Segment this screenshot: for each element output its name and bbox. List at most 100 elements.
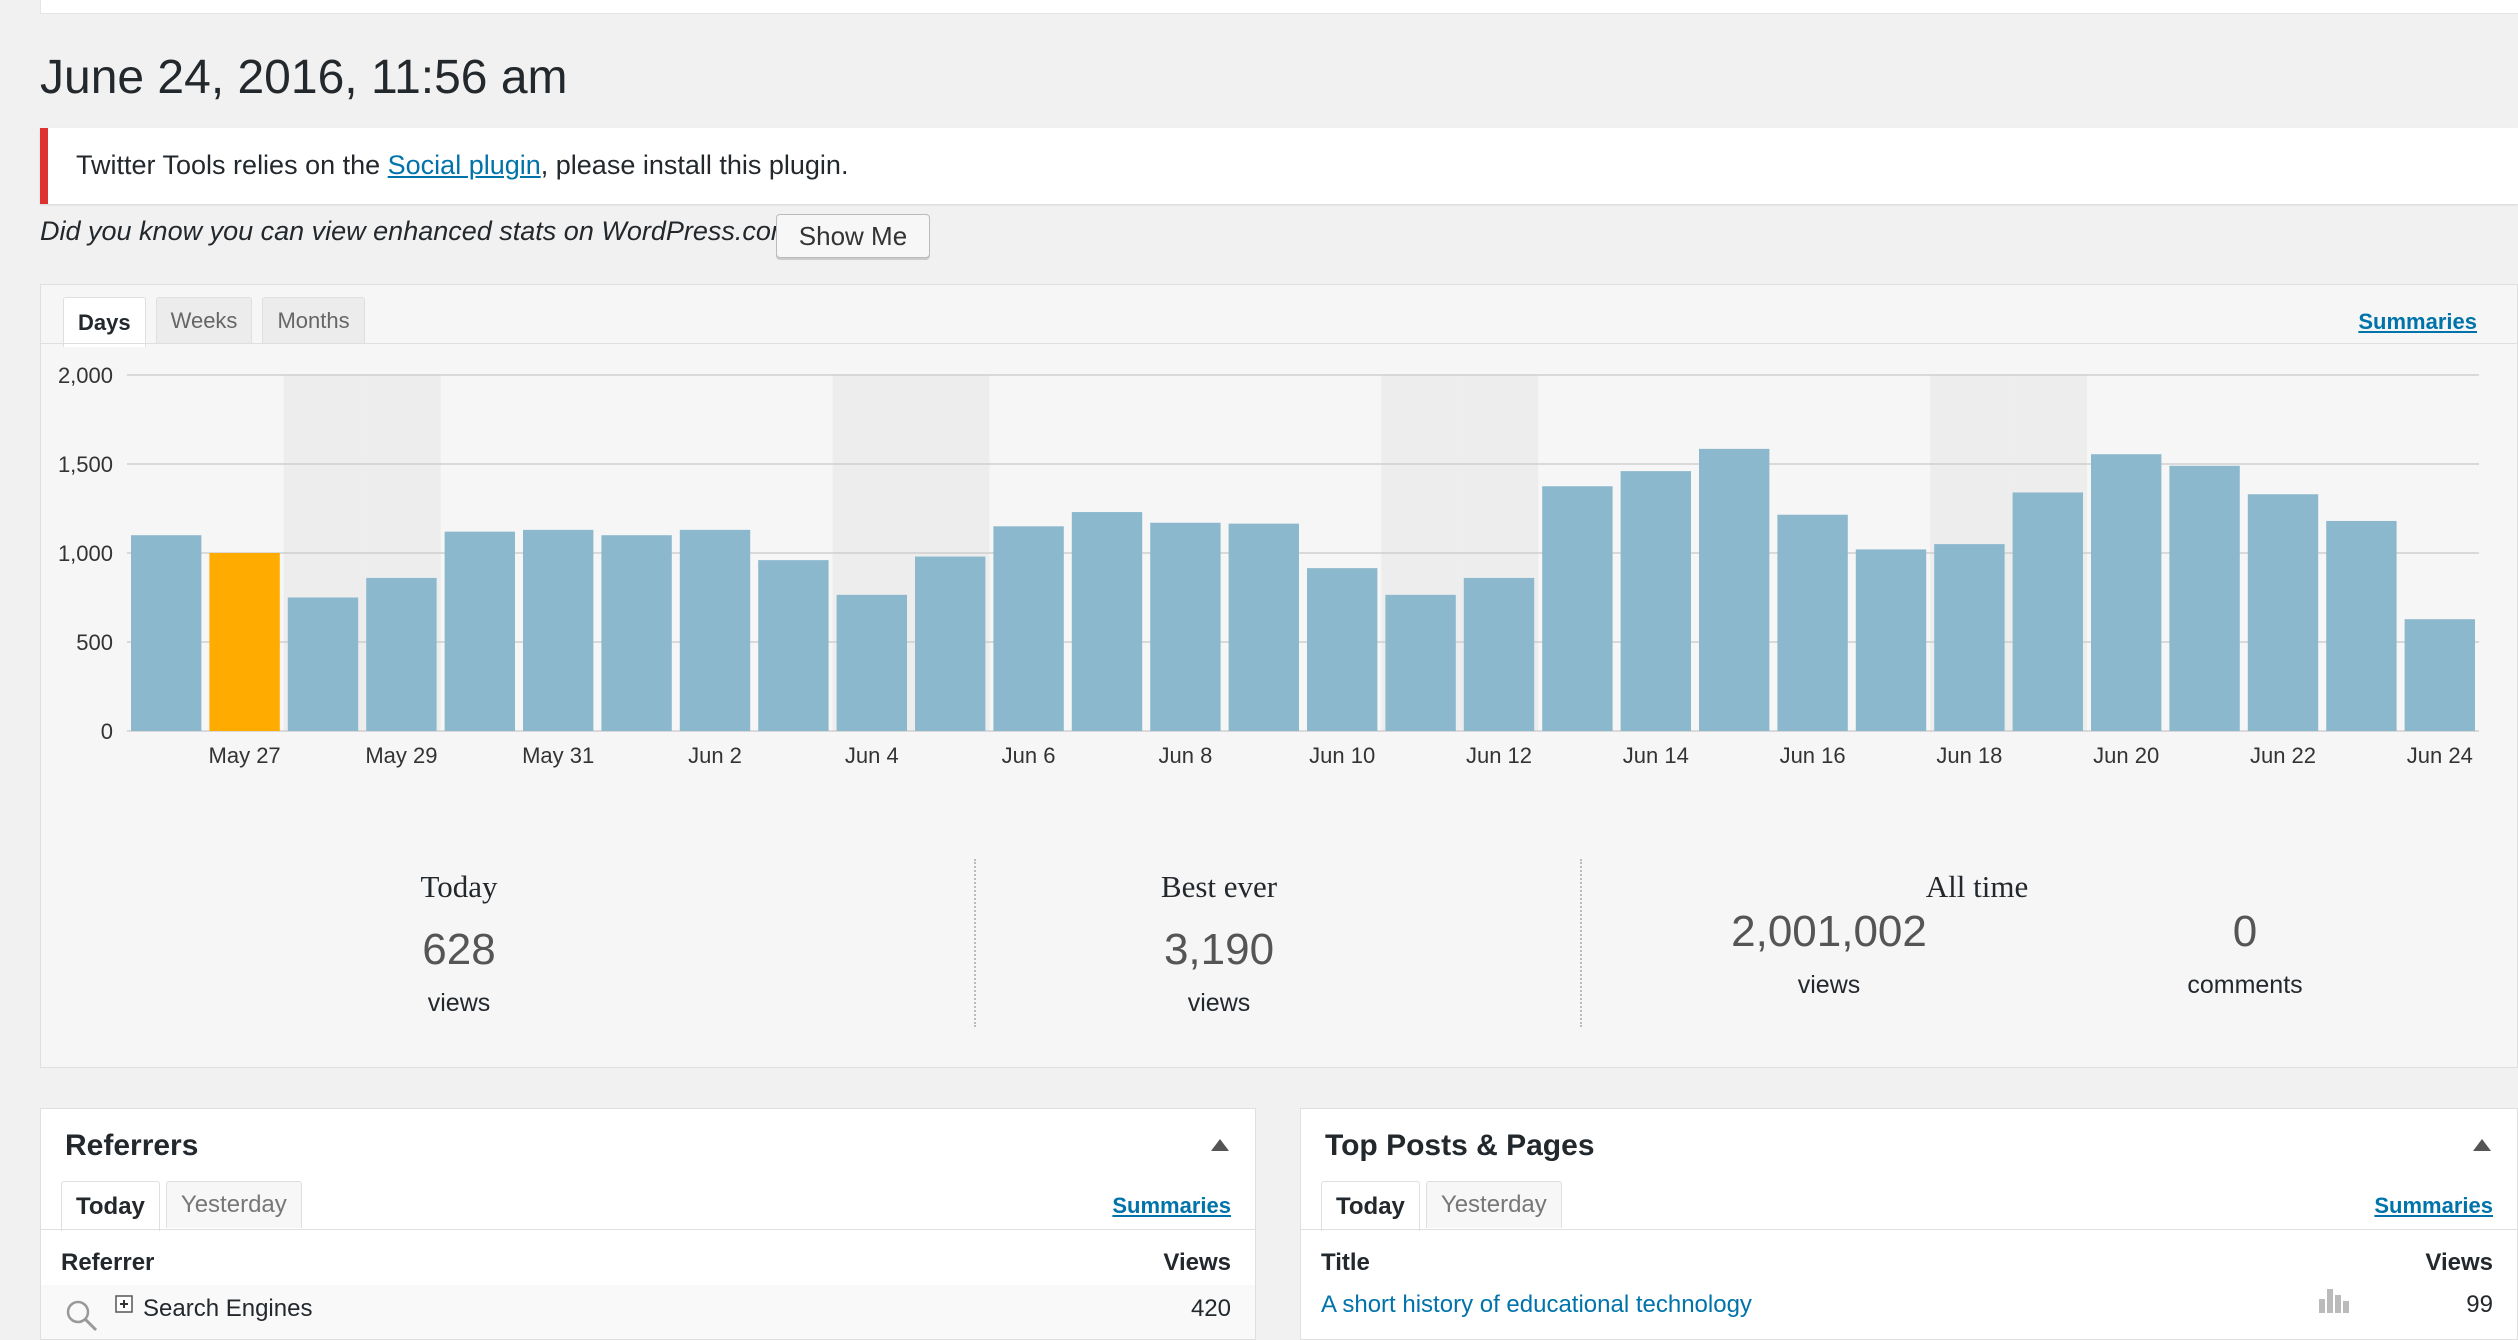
top-posts-title: Top Posts & Pages xyxy=(1325,1129,1595,1162)
tab-yesterday[interactable]: Yesterday xyxy=(165,1181,302,1228)
x-tick-label: Jun 22 xyxy=(2250,743,2316,768)
chart-bar xyxy=(2326,520,2397,731)
chart-bar xyxy=(523,529,594,731)
chart-bar xyxy=(679,529,751,731)
chart-bar xyxy=(209,553,280,731)
x-tick-label: Jun 4 xyxy=(845,743,899,768)
top-posts-summaries-link[interactable]: Summaries xyxy=(2374,1193,2493,1218)
chart-bar xyxy=(1934,544,2005,731)
chart-bar xyxy=(1150,522,1221,731)
x-tick-label: May 29 xyxy=(365,743,437,768)
x-tick-label: Jun 8 xyxy=(1158,743,1212,768)
x-tick-label: Jun 24 xyxy=(2407,743,2473,768)
x-tick-label: Jun 18 xyxy=(1936,743,2002,768)
x-tick-label: Jun 6 xyxy=(1002,743,1056,768)
notice-text: Twitter Tools relies on the Social plugi… xyxy=(76,150,848,181)
show-me-button[interactable]: Show Me xyxy=(776,214,930,258)
x-tick-label: May 31 xyxy=(522,743,594,768)
all-time-views-unit: views xyxy=(1797,971,1861,999)
title-column-header: Title xyxy=(1321,1249,1370,1276)
top-panel-edge xyxy=(40,0,2518,14)
x-tick-label: Jun 14 xyxy=(1623,743,1689,768)
collapse-arrow-icon[interactable] xyxy=(1211,1139,1229,1151)
stat-divider xyxy=(1580,859,1582,1027)
x-tick-label: Jun 2 xyxy=(688,743,742,768)
y-tick-label: 1,500 xyxy=(58,452,113,477)
table-row: A short history of educational technolog… xyxy=(1301,1285,2517,1339)
chart-bar xyxy=(1542,486,1613,731)
best-ever-label: Best ever xyxy=(1160,869,1278,904)
chart-bar xyxy=(1699,448,1770,731)
all-time-comments-unit: comments xyxy=(2187,971,2303,999)
top-posts-tabs: Today Yesterday xyxy=(1321,1181,1568,1231)
enhanced-stats-promo: Did you know you can view enhanced stats… xyxy=(40,216,809,246)
bar-chart-icon[interactable] xyxy=(2317,1285,2351,1315)
chart-bar xyxy=(601,535,672,731)
referrers-panel: Referrers Today Yesterday Summaries Refe… xyxy=(40,1108,1256,1340)
referrer-column-header: Referrer xyxy=(61,1249,155,1276)
page-title: June 24, 2016, 11:56 am xyxy=(40,51,568,104)
tabs-divider xyxy=(1301,1229,2517,1230)
best-ever-stat: Best ever 3,190 views xyxy=(1019,869,1419,1018)
chart-bar xyxy=(1620,471,1691,731)
chart-bar xyxy=(2404,619,2475,731)
all-time-label: All time xyxy=(1925,869,2029,904)
tab-today[interactable]: Today xyxy=(61,1181,160,1231)
tab-days[interactable]: Days xyxy=(63,297,146,347)
views-column-header: Views xyxy=(2425,1249,2493,1276)
all-time-comments-value: 0 xyxy=(2232,907,2258,956)
tabs-divider xyxy=(41,1229,1255,1230)
chart-bar xyxy=(758,560,829,731)
expand-plus-icon[interactable] xyxy=(115,1295,133,1313)
tab-months[interactable]: Months xyxy=(262,297,365,344)
chart-bar xyxy=(366,577,437,731)
x-tick-label: Jun 20 xyxy=(2093,743,2159,768)
referrers-title: Referrers xyxy=(65,1129,199,1162)
notice-prefix: Twitter Tools relies on the xyxy=(76,150,388,180)
best-ever-value: 3,190 xyxy=(1163,925,1275,974)
y-tick-label: 2,000 xyxy=(58,363,113,388)
chart-bar xyxy=(915,556,986,731)
referrer-views: 420 xyxy=(1190,1295,1231,1322)
plugin-notice: Twitter Tools relies on the Social plugi… xyxy=(40,128,2518,204)
referrers-tabs: Today Yesterday xyxy=(61,1181,308,1231)
all-time-views-stat: 2,001,002 views xyxy=(1629,887,2029,1000)
chart-bar xyxy=(444,531,515,731)
tabs-divider xyxy=(41,343,2517,344)
chart-bar xyxy=(1071,512,1143,731)
chart-bar xyxy=(131,535,202,731)
x-tick-label: Jun 12 xyxy=(1466,743,1532,768)
top-posts-panel: Top Posts & Pages Today Yesterday Summar… xyxy=(1300,1108,2518,1340)
social-plugin-link[interactable]: Social plugin xyxy=(387,150,541,180)
chart-bar xyxy=(287,597,359,731)
y-tick-label: 1,000 xyxy=(58,541,113,566)
x-tick-label: Jun 10 xyxy=(1309,743,1375,768)
chart-bar xyxy=(993,526,1064,731)
today-label: Today xyxy=(420,869,498,904)
views-column-header: Views xyxy=(1163,1249,1231,1276)
all-time-comments-stat: 0 comments xyxy=(2045,887,2445,1000)
today-unit: views xyxy=(427,989,491,1017)
table-row: Search Engines 420 xyxy=(41,1285,1255,1339)
chart-bar xyxy=(2012,492,2083,731)
chart-bar xyxy=(1307,568,1378,731)
tab-yesterday[interactable]: Yesterday xyxy=(1425,1181,1562,1228)
views-bar-chart: 0 500 1,000 1,500 2,000 May 27 May 29 May 31 Jun… xyxy=(58,363,2479,768)
tab-today[interactable]: Today xyxy=(1321,1181,1420,1231)
chart-bar xyxy=(836,594,907,731)
period-tabs: Days Weeks Months xyxy=(63,297,375,347)
tab-weeks[interactable]: Weeks xyxy=(155,297,253,344)
post-views: 99 xyxy=(2466,1291,2493,1318)
referrers-summaries-link[interactable]: Summaries xyxy=(1112,1193,1231,1218)
today-value: 628 xyxy=(422,925,496,974)
all-time-views-value: 2,001,002 xyxy=(1731,907,1927,956)
chart-bar xyxy=(1855,549,1927,731)
chart-bar xyxy=(1385,594,1456,731)
collapse-arrow-icon[interactable] xyxy=(2473,1139,2491,1151)
stats-chart-box: Days Weeks Months Summaries 0 500 1,000 1,5… xyxy=(40,284,2518,1068)
post-title-link[interactable]: A short history of educational technolog… xyxy=(1321,1291,1752,1318)
chart-bar xyxy=(2247,494,2319,731)
chart-bar xyxy=(2091,454,2162,731)
referrer-name: Search Engines xyxy=(143,1295,313,1322)
summaries-link[interactable]: Summaries xyxy=(2358,309,2477,334)
